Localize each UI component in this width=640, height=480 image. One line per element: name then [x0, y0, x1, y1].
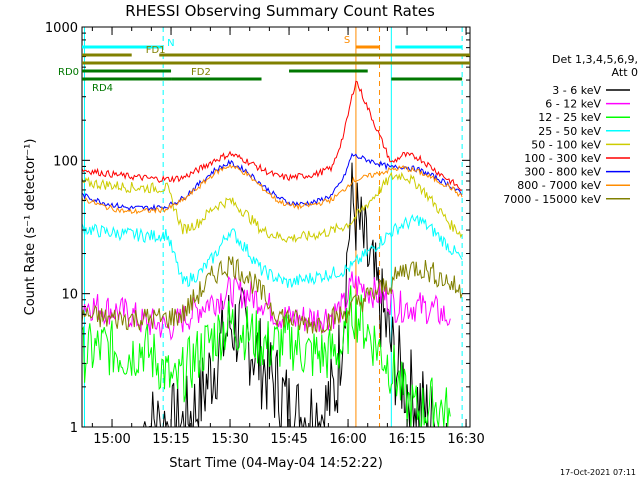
legend-label-1: 6 - 12 keV [545, 98, 601, 111]
timestamp: 17-Oct-2021 07:11 [560, 468, 636, 477]
flag-label-fd2: FD2 [191, 67, 211, 78]
legend-label-4: 50 - 100 keV [531, 138, 601, 151]
legend-label-3: 25 - 50 keV [538, 125, 601, 138]
flag-label-n: N [167, 38, 174, 49]
x-axis-label: Start Time (04-May-04 14:52:22) [169, 456, 383, 471]
legend-title-0: Det 1,3,4,5,6,9, [552, 53, 638, 66]
x-tick-label-2: 15:30 [211, 432, 248, 447]
legend-label-7: 800 - 7000 keV [517, 179, 601, 192]
series-line-3 [82, 213, 463, 288]
y-tick-label-3: 1000 [45, 21, 78, 36]
x-tick-label-5: 16:15 [388, 432, 425, 447]
y-tick-label-2: 100 [53, 154, 78, 169]
legend-label-8: 7000 - 15000 keV [503, 193, 601, 206]
legend-label-6: 300 - 800 keV [524, 166, 601, 179]
series-line-8 [82, 256, 463, 335]
plot-frame [81, 26, 471, 428]
x-tick-label-1: 15:15 [152, 432, 189, 447]
y-axis-label: Count Rate (s⁻¹ detector⁻¹) [23, 139, 38, 316]
chart-title: RHESSI Observing Summary Count Rates [125, 2, 435, 20]
series-line-7 [82, 163, 463, 215]
flag-label-fd1: FD1 [146, 45, 166, 56]
legend-label-0: 3 - 6 keV [552, 84, 601, 97]
legend-title-1: Att 0 [612, 66, 638, 79]
legend-label-5: 100 - 300 keV [524, 152, 601, 165]
x-tick-label-0: 15:00 [93, 432, 130, 447]
y-tick-label-1: 10 [61, 288, 78, 303]
x-tick-label-6: 16:30 [447, 432, 484, 447]
x-tick-label-3: 15:45 [270, 432, 307, 447]
series-line-5 [82, 80, 463, 192]
series-line-4 [82, 171, 463, 243]
series-line-0 [143, 162, 436, 427]
flag-label-s: S [344, 35, 350, 46]
series-line-6 [82, 152, 463, 212]
flag-label-rd4: RD4 [92, 83, 113, 94]
series-line-2 [82, 285, 451, 427]
legend-label-2: 12 - 25 keV [538, 111, 601, 124]
x-tick-label-4: 16:00 [329, 432, 366, 447]
y-tick-label-0: 1 [70, 421, 78, 436]
series-line-1 [82, 271, 451, 341]
flag-label-rd0: RD0 [58, 67, 79, 78]
